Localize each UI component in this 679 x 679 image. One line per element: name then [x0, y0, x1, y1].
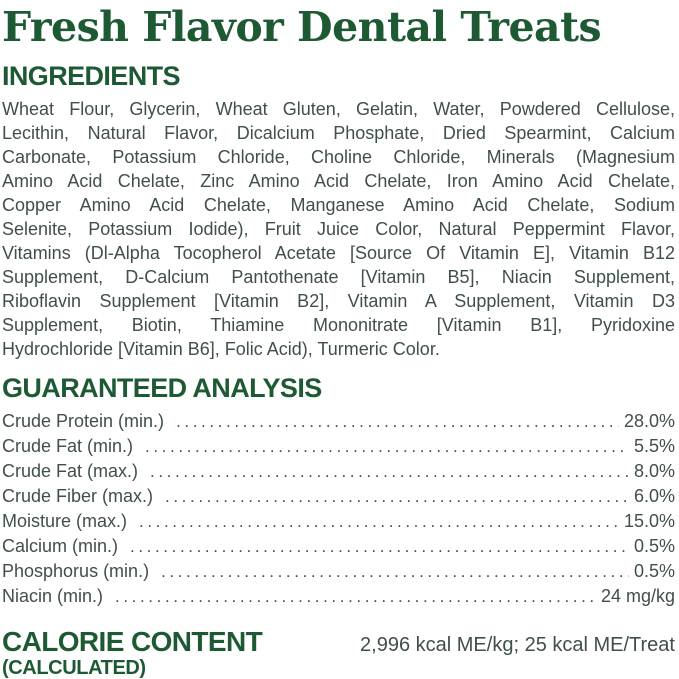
- analysis-value: 5.5%: [633, 436, 675, 456]
- guaranteed-analysis-heading: GUARANTEED ANALYSIS: [2, 373, 322, 403]
- analysis-value: 15.0%: [623, 511, 675, 531]
- ingredients-heading: INGREDIENTS: [2, 61, 181, 91]
- analysis-row: Calcium (min.) 0.5%: [2, 534, 675, 559]
- ingredients-line: Selenite, Potassium Iodide), Fruit Juice…: [2, 219, 675, 239]
- ingredients-paragraph: Wheat Flour, Glycerin, Wheat Gluten, Gel…: [2, 97, 675, 361]
- analysis-value: 0.5%: [633, 536, 675, 556]
- analysis-label: Calcium (min.): [2, 536, 119, 556]
- analysis-row: Phosphorus (min.) 0.5%: [2, 559, 675, 584]
- analysis-label: Phosphorus (min.): [2, 561, 150, 581]
- analysis-row: Niacin (min.) 24 mg/kg: [2, 584, 675, 609]
- analysis-row: Crude Fat (max.) 8.0%: [2, 459, 675, 484]
- analysis-label: Crude Fiber (max.): [2, 486, 154, 506]
- ingredients-line: Riboflavin Supplement [Vitamin B2], Vita…: [2, 291, 675, 311]
- analysis-row: Crude Protein (min.) 28.0%: [2, 409, 675, 434]
- calorie-headings: CALORIE CONTENT (CALCULATED): [2, 626, 263, 679]
- ingredients-line: Lecithin, Natural Flavor, Dicalcium Phos…: [2, 123, 675, 143]
- ingredients-line: Copper Amino Acid Chelate, Manganese Ami…: [2, 195, 675, 215]
- ingredients-line: Carbonate, Potassium Chloride, Choline C…: [2, 147, 675, 167]
- ingredients-line: Supplement, Biotin, Thiamine Mononitrate…: [2, 315, 675, 335]
- ingredients-line: Vitamins (Dl-Alpha Tocopherol Acetate [S…: [2, 243, 675, 263]
- calorie-value: 2,996 kcal ME/kg; 25 kcal ME/Treat: [360, 634, 675, 656]
- analysis-value: 6.0%: [633, 486, 675, 506]
- calorie-content-section: CALORIE CONTENT (CALCULATED) 2,996 kcal …: [2, 627, 675, 679]
- dot-leader: [130, 535, 629, 559]
- page-title: Fresh Flavor Dental Treats: [2, 3, 602, 51]
- dot-leader: [139, 510, 619, 534]
- calorie-calculated-subheading: (CALCULATED): [2, 657, 146, 679]
- analysis-value: 0.5%: [633, 561, 675, 581]
- analysis-label: Crude Fat (min.): [2, 436, 134, 456]
- ingredients-line: Hydrochloride [Vitamin B6], Folic Acid),…: [2, 339, 440, 359]
- analysis-label: Crude Protein (min.): [2, 411, 165, 431]
- analysis-label: Crude Fat (max.): [2, 461, 139, 481]
- ingredients-line: Amino Acid Chelate, Zinc Amino Acid Chel…: [2, 171, 675, 191]
- dot-leader: [150, 460, 629, 484]
- analysis-row: Crude Fiber (max.) 6.0%: [2, 484, 675, 509]
- analysis-row: Moisture (max.) 15.0%: [2, 509, 675, 534]
- dot-leader: [145, 435, 629, 459]
- ingredients-line: Supplement, D-Calcium Pantothenate [Vita…: [2, 267, 675, 287]
- calorie-content-heading: CALORIE CONTENT: [2, 626, 263, 657]
- dot-leader: [165, 485, 629, 509]
- analysis-row: Crude Fat (min.) 5.5%: [2, 434, 675, 459]
- analysis-value: 24 mg/kg: [600, 586, 675, 606]
- analysis-value: 8.0%: [633, 461, 675, 481]
- analysis-label: Niacin (min.): [2, 586, 104, 606]
- dot-leader: [161, 560, 629, 584]
- analysis-label: Moisture (max.): [2, 511, 128, 531]
- dot-leader: [115, 585, 596, 609]
- analysis-value: 28.0%: [623, 411, 675, 431]
- dot-leader: [176, 410, 619, 434]
- ingredients-line: Wheat Flour, Glycerin, Wheat Gluten, Gel…: [2, 99, 675, 119]
- guaranteed-analysis-table: Crude Protein (min.) 28.0% Crude Fat (mi…: [2, 409, 675, 609]
